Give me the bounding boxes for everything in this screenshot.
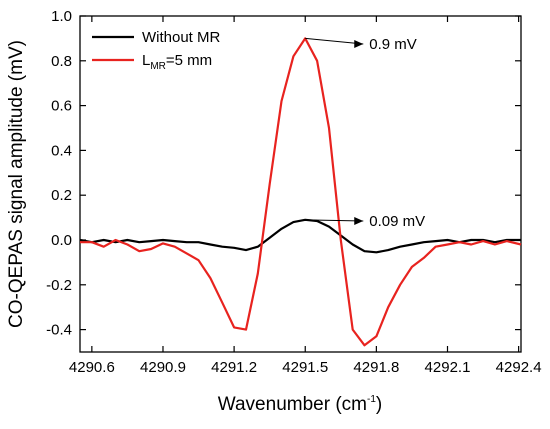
annotation-arrow-head xyxy=(354,216,364,225)
y-tick-label: 0.0 xyxy=(51,232,72,249)
x-tick-label: 4291.8 xyxy=(353,359,399,376)
legend-label: LMR=5 mm xyxy=(142,52,212,72)
annotation-arrow-head xyxy=(354,40,364,48)
x-tick-label: 4291.5 xyxy=(282,359,328,376)
y-tick-label: 0.4 xyxy=(51,142,72,159)
x-tick-label: 4290.6 xyxy=(69,359,115,376)
y-tick-label: 1.0 xyxy=(51,8,72,25)
annotation-label: 0.9 mV xyxy=(369,36,417,53)
y-tick-label: -0.4 xyxy=(46,322,72,339)
y-tick-label: -0.2 xyxy=(46,277,72,294)
y-tick-label: 0.8 xyxy=(51,53,72,70)
x-tick-label: 4291.2 xyxy=(211,359,257,376)
legend: Without MR LMR=5 mm xyxy=(92,29,221,72)
x-tick-label: 4290.9 xyxy=(140,359,186,376)
y-tick-label: 0.2 xyxy=(51,187,72,204)
y-axis-title: CO-QEPAS signal amplitude (mV) xyxy=(6,40,27,328)
series-lines xyxy=(79,37,522,347)
series-line-2 xyxy=(80,37,522,347)
annotation-arrow-line xyxy=(305,219,364,222)
legend-label: Without MR xyxy=(142,29,221,46)
annotations: 0.9 mV 0.09 mV xyxy=(305,36,425,230)
plot-frame xyxy=(79,15,522,353)
y-tick-label: 0.6 xyxy=(51,98,72,115)
x-tick-label: 4292.1 xyxy=(425,359,471,376)
x-tick-label: 4292.4 xyxy=(496,359,542,376)
axes-ticks: 4290.6 4290.9 4291.2 4291.5 4291.8 4292.1 4292… xyxy=(46,8,541,376)
series-line-1 xyxy=(79,218,521,254)
annotation-arrow-line xyxy=(305,37,364,45)
annotation-label: 0.09 mV xyxy=(369,213,425,230)
x-axis-title: Wavenumber (cm-1) xyxy=(218,394,382,415)
